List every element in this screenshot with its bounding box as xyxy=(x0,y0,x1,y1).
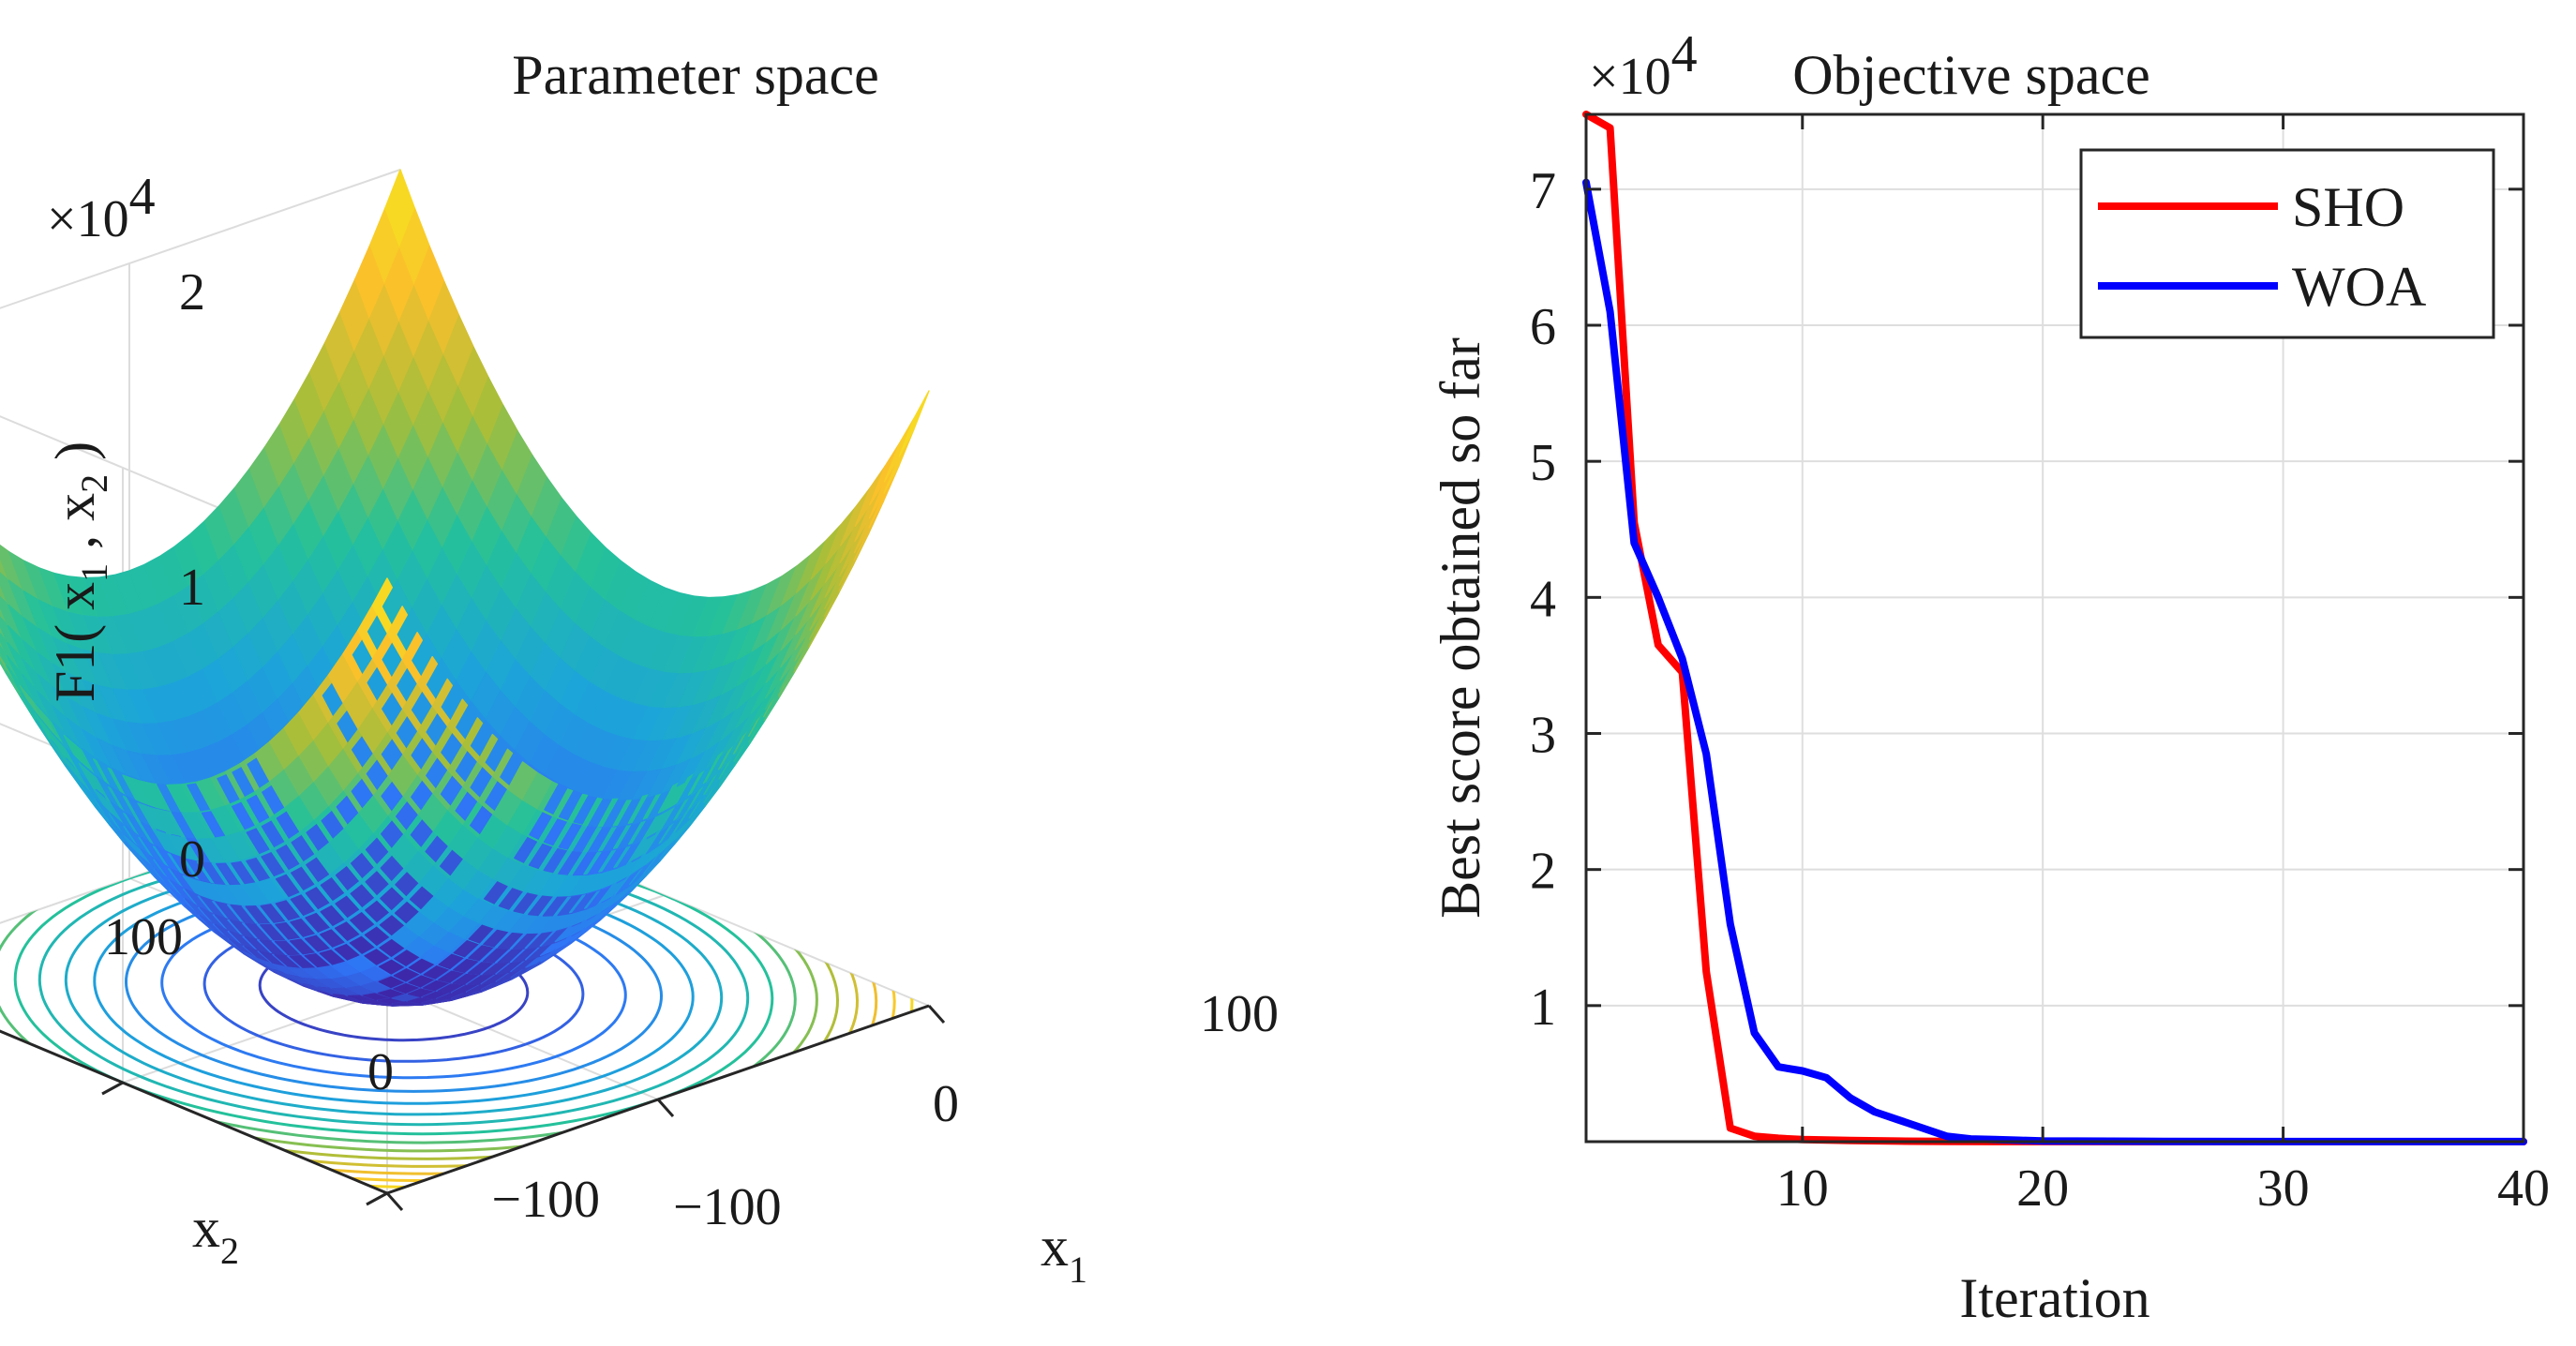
x-tick-label: 20 xyxy=(2016,1159,2069,1218)
y-axis-label: Best score obtained so far xyxy=(1430,337,1491,919)
x1-tick-mark xyxy=(656,1099,675,1117)
x2-tick-neg100: −100 xyxy=(491,1171,600,1229)
y-tick-label: 2 xyxy=(1530,843,1556,901)
line-ticks: 10 20 30 40 1 2 3 4 5 6 7 xyxy=(1530,114,2550,1218)
x2-tick-mark xyxy=(101,1081,124,1096)
legend-label-sho: SHO xyxy=(2292,176,2404,238)
legend: SHO WOA xyxy=(2079,148,2495,339)
x-tick-label: 10 xyxy=(1776,1159,1829,1218)
y-tick-label: 3 xyxy=(1530,707,1556,765)
plot-frame xyxy=(1584,112,2525,1144)
z-axis-label: F1( x1 , x2 ) xyxy=(44,441,115,702)
x-tick-label: 30 xyxy=(2257,1159,2310,1218)
parameter-space-panel: Parameter space 0 1 2 ×104 F1( x1 , x2 )… xyxy=(0,44,1279,1291)
x2-tick-0: 0 xyxy=(367,1043,394,1101)
x2-tick-mark xyxy=(366,1191,388,1206)
x1-tick-100: 100 xyxy=(1200,985,1279,1043)
x1-tick-mark xyxy=(385,1192,404,1211)
x-axis-label: Iteration xyxy=(1959,1267,2149,1329)
grid-line xyxy=(0,169,401,309)
x-tick-label: 40 xyxy=(2497,1159,2550,1218)
objective-space-panel: Objective space ×104 10 20 30 40 1 2 3 4 5 6 7 Ite… xyxy=(1430,25,2550,1329)
x1-tick-mark xyxy=(927,1005,946,1024)
surface-mesh xyxy=(0,169,930,1007)
surface-title: Parameter space xyxy=(512,44,878,106)
y-tick-label: 4 xyxy=(1530,570,1556,628)
surface-patch xyxy=(883,417,915,483)
x1-axis-label: x1 xyxy=(1041,1216,1087,1291)
x2-axis-label: x2 xyxy=(192,1197,239,1272)
x2-tick-100: 100 xyxy=(104,908,183,966)
y-tick-label: 1 xyxy=(1530,979,1556,1037)
y-tick-label: 5 xyxy=(1530,434,1556,492)
y-multiplier: ×104 xyxy=(1589,25,1698,106)
y-tick-label: 6 xyxy=(1530,298,1556,356)
surface-axes xyxy=(0,1004,946,1211)
x1-tick-0: 0 xyxy=(933,1075,959,1133)
y-tick-label: 7 xyxy=(1530,162,1556,220)
z-multiplier: ×104 xyxy=(47,168,156,248)
legend-label-woa: WOA xyxy=(2292,256,2426,318)
line-title: Objective space xyxy=(1792,44,2149,106)
z-tick-2: 2 xyxy=(179,263,205,322)
surface-patch xyxy=(898,390,930,457)
legend-box xyxy=(2079,148,2495,339)
x1-tick-neg100: −100 xyxy=(673,1178,782,1236)
z-tick-1: 1 xyxy=(179,559,205,617)
z-tick-0: 0 xyxy=(179,830,205,889)
